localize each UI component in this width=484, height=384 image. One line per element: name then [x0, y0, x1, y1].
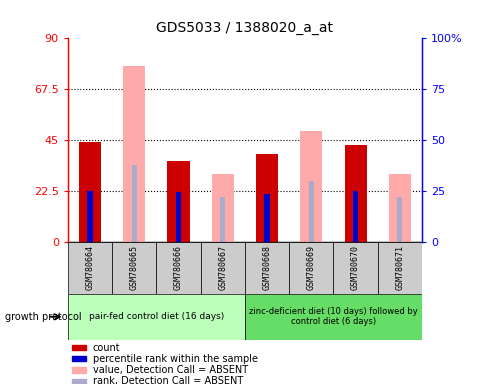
Bar [176, 192, 181, 242]
Text: GSM780669: GSM780669 [306, 245, 315, 290]
Text: pair-fed control diet (16 days): pair-fed control diet (16 days) [89, 312, 224, 321]
Bar [288, 242, 333, 294]
Bar [344, 145, 366, 242]
Bar [244, 294, 421, 340]
Bar [72, 367, 86, 372]
Text: rank, Detection Call = ABSENT: rank, Detection Call = ABSENT [92, 376, 242, 384]
Text: percentile rank within the sample: percentile rank within the sample [92, 354, 257, 364]
Bar [300, 131, 322, 242]
Bar [72, 379, 86, 384]
Text: zinc-deficient diet (10 days) followed by
control diet (6 days): zinc-deficient diet (10 days) followed b… [249, 307, 417, 326]
Bar [377, 242, 421, 294]
Bar [308, 181, 313, 242]
Text: growth protocol: growth protocol [5, 312, 81, 322]
Bar [352, 191, 358, 242]
Bar [68, 294, 244, 340]
Bar [264, 194, 269, 242]
Text: GSM780668: GSM780668 [262, 245, 271, 290]
Bar [333, 242, 377, 294]
Text: value, Detection Call = ABSENT: value, Detection Call = ABSENT [92, 365, 247, 375]
Text: GSM780667: GSM780667 [218, 245, 227, 290]
Bar [396, 197, 402, 242]
Bar [388, 174, 410, 242]
Bar [72, 345, 86, 351]
Bar [112, 242, 156, 294]
Bar [123, 66, 145, 242]
Bar [68, 242, 112, 294]
Text: GSM780670: GSM780670 [350, 245, 359, 290]
Bar [244, 242, 288, 294]
Text: count: count [92, 343, 120, 353]
Text: GSM780664: GSM780664 [85, 245, 94, 290]
Bar [200, 242, 244, 294]
Bar [212, 174, 233, 242]
Text: GSM780666: GSM780666 [174, 245, 182, 290]
Text: GSM780671: GSM780671 [394, 245, 404, 290]
Title: GDS5033 / 1388020_a_at: GDS5033 / 1388020_a_at [156, 21, 333, 35]
Bar [131, 165, 136, 242]
Bar [72, 356, 86, 361]
Bar [256, 154, 277, 242]
Bar [156, 242, 200, 294]
Text: GSM780665: GSM780665 [130, 245, 138, 290]
Bar [79, 142, 101, 242]
Bar [167, 161, 189, 242]
Bar [87, 191, 92, 242]
Bar [220, 197, 225, 242]
